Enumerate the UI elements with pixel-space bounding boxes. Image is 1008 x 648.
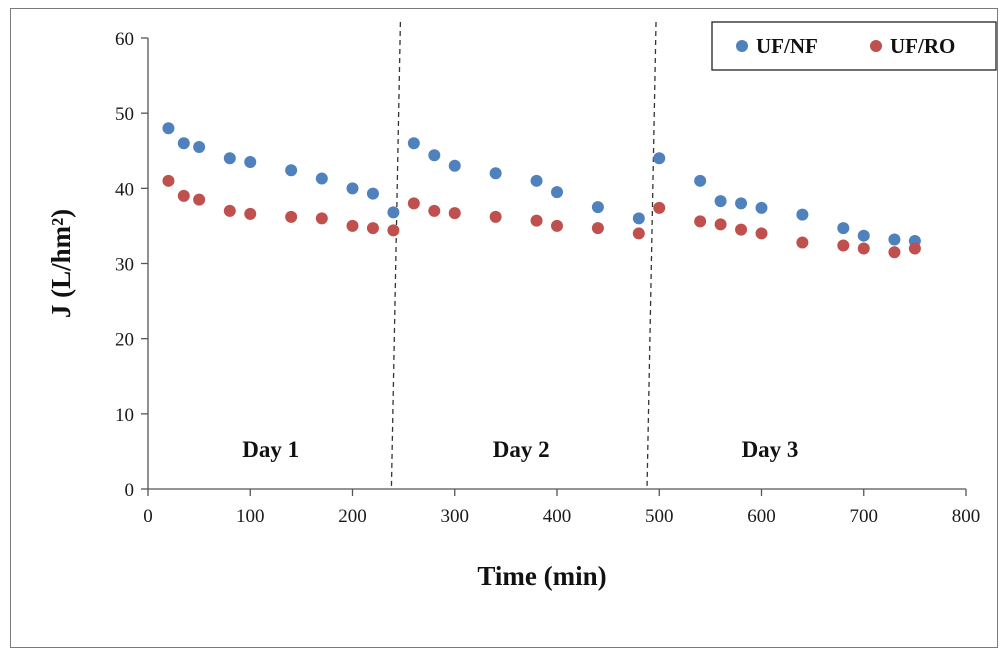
day-divider-line	[646, 21, 657, 490]
y-tick-label: 50	[115, 104, 134, 125]
uf-nf-point	[193, 140, 206, 153]
legend-box	[711, 21, 997, 71]
chart-frame	[10, 8, 998, 648]
legend: UF/NF UF/RO	[711, 21, 997, 71]
uf-nf-point	[530, 174, 543, 187]
y-tick-label: 60	[115, 29, 134, 50]
uf-nf-point	[735, 197, 748, 210]
uf-nf-point	[285, 164, 298, 177]
uf-ro-point	[285, 210, 298, 223]
y-axis-title: J (L/hm²)	[46, 209, 76, 318]
uf-ro-point	[530, 214, 543, 227]
uf-ro-point	[714, 218, 727, 231]
uf-ro-point	[653, 201, 666, 214]
day-label: Day 2	[493, 437, 550, 462]
uf-nf-point	[387, 206, 400, 219]
uf-ro-point	[346, 219, 359, 232]
uf-ro-point	[407, 197, 420, 210]
legend-label-uf-nf: UF/NF	[756, 34, 818, 58]
uf-ro-point	[193, 193, 206, 206]
uf-nf-point	[653, 152, 666, 165]
uf-ro-point	[632, 227, 645, 240]
data-points	[162, 122, 921, 259]
uf-ro-point	[735, 223, 748, 236]
uf-nf-point	[244, 156, 257, 169]
uf-nf-point	[428, 149, 441, 162]
legend-label-uf-ro: UF/RO	[890, 34, 955, 58]
uf-ro-point	[489, 210, 502, 223]
uf-ro-point	[591, 222, 604, 235]
uf-nf-point	[591, 201, 604, 214]
x-tick-label: 0	[143, 506, 153, 527]
x-tick-label: 100	[236, 506, 265, 527]
uf-nf-point	[755, 201, 768, 214]
y-tick-label: 40	[115, 179, 134, 200]
flux-scatter-chart: 0 100 200 300 400 500 600 700 800 0 10 20 30 40 50 60 D…	[46, 21, 997, 591]
uf-ro-point	[428, 204, 441, 217]
y-tick-label: 30	[115, 255, 134, 276]
x-axis-title: Time (min)	[477, 561, 606, 591]
legend-marker-uf-ro	[870, 40, 882, 52]
x-tick-label: 200	[338, 506, 367, 527]
x-tick-label: 800	[952, 506, 981, 527]
x-tick-label: 700	[850, 506, 879, 527]
uf-ro-point	[223, 204, 236, 217]
uf-nf-point	[837, 222, 850, 235]
y-tick-label: 0	[125, 480, 135, 501]
uf-ro-point	[908, 242, 921, 255]
x-tick-label: 500	[645, 506, 674, 527]
uf-ro-point	[857, 242, 870, 255]
uf-nf-point	[448, 159, 461, 172]
uf-nf-point	[407, 137, 420, 150]
uf-ro-point	[244, 207, 257, 220]
uf-nf-point	[694, 174, 707, 187]
x-tick-label: 600	[747, 506, 776, 527]
uf-nf-point	[177, 137, 190, 150]
day-annotations: Day 1 Day 2 Day 3	[242, 437, 798, 462]
uf-nf-point	[366, 187, 379, 200]
y-tick-label: 20	[115, 330, 134, 351]
uf-ro-point	[387, 224, 400, 237]
uf-nf-point	[489, 167, 502, 180]
uf-nf-point	[223, 152, 236, 165]
day-divider-line	[390, 21, 402, 490]
day-divider-lines	[390, 21, 657, 490]
uf-ro-point	[694, 215, 707, 228]
x-tick-label: 400	[543, 506, 572, 527]
uf-nf-point	[551, 186, 563, 199]
uf-nf-point	[315, 172, 328, 185]
uf-nf-point	[796, 208, 809, 221]
uf-nf-point	[162, 122, 175, 135]
axes: 0 100 200 300 400 500 600 700 800 0 10 20 30 40 50 60	[115, 29, 980, 527]
uf-ro-point	[888, 246, 901, 259]
legend-marker-uf-nf	[736, 40, 748, 52]
uf-nf-point	[346, 182, 359, 195]
y-tick-label: 10	[115, 405, 134, 426]
uf-ro-point	[837, 239, 850, 252]
x-tick-label: 300	[441, 506, 470, 527]
day-label: Day 1	[242, 437, 299, 462]
uf-ro-point	[177, 189, 190, 202]
uf-nf-point	[632, 212, 645, 225]
uf-nf-point	[888, 233, 901, 246]
uf-nf-point	[714, 195, 727, 208]
uf-ro-point	[755, 227, 768, 240]
uf-nf-point	[857, 229, 870, 242]
uf-ro-point	[315, 212, 328, 225]
uf-ro-point	[551, 219, 563, 232]
day-label: Day 3	[742, 437, 799, 462]
uf-ro-point	[448, 207, 461, 220]
uf-ro-point	[162, 174, 175, 187]
uf-ro-point	[796, 236, 809, 249]
uf-ro-point	[366, 222, 379, 235]
